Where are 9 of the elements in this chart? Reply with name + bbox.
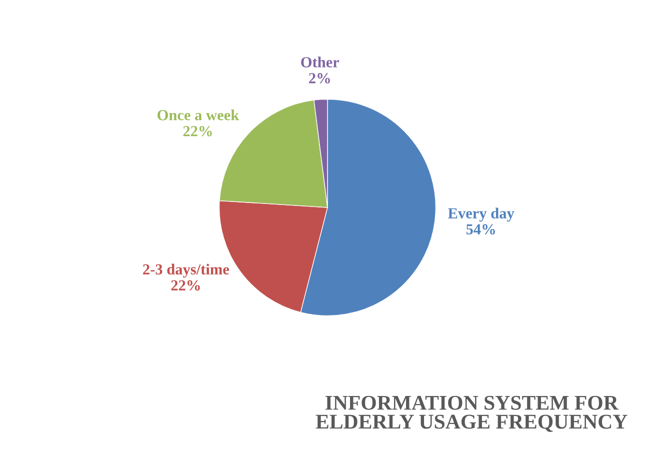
slice-label: Once a week — [158, 110, 240, 120]
slice-label: Every day — [448, 208, 514, 222]
text: INFORMATION SYSTEM FOR ELDERLY USAGE FREQUENCY — [316, 396, 628, 432]
data-label: 22% — [183, 126, 212, 136]
data-label: 54% — [466, 224, 495, 235]
data-label: 2% — [309, 73, 330, 84]
slice-label: Other — [301, 56, 340, 68]
slice-label: 2-3 days/time — [143, 264, 230, 278]
data-label: 22% — [171, 280, 200, 291]
